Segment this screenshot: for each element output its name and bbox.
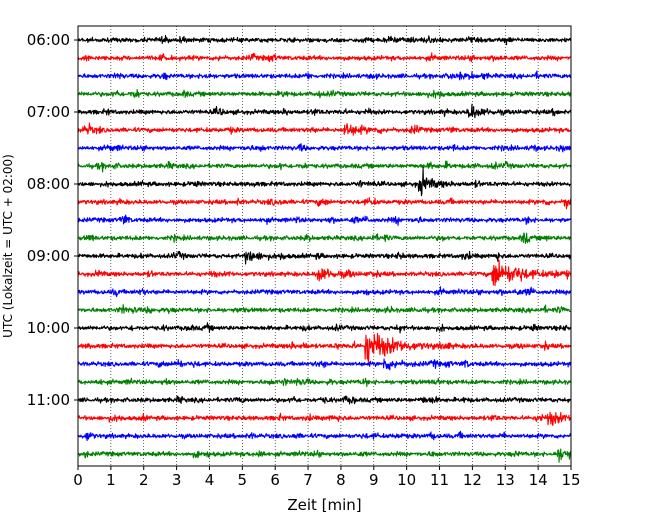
seismic-trace: [77, 122, 572, 136]
x-tick-label: 0: [73, 471, 83, 489]
x-tick-label: 1: [106, 471, 116, 489]
x-tick-label: 6: [270, 471, 280, 489]
seismic-trace: [77, 430, 572, 442]
x-tick-label: 5: [238, 471, 248, 489]
y-tick-label: 09:00: [27, 247, 70, 265]
seismic-trace: [77, 89, 572, 99]
y-tick-label: 08:00: [27, 175, 70, 193]
seismic-trace: [77, 448, 572, 463]
y-axis-ticks: 06:00 07:00 08:00 09:00 10:00 11:00: [27, 31, 78, 409]
seismic-trace: [77, 286, 572, 298]
seismic-trace: [77, 52, 572, 63]
seismic-trace: [77, 304, 572, 315]
seismic-trace: [77, 358, 572, 371]
x-tick-label: 3: [172, 471, 182, 489]
seismic-traces: [77, 34, 572, 463]
x-tick-label: 15: [561, 471, 580, 489]
seismic-trace: [77, 103, 572, 119]
x-tick-label: 4: [205, 471, 215, 489]
x-axis-ticks: 0 1 2 3 4 5 6 7 8 9 10 11 12 13 14 15: [73, 466, 581, 489]
seismic-trace: [77, 34, 572, 46]
seismic-trace: [77, 232, 572, 245]
seismic-trace: [77, 332, 572, 364]
x-tick-label: 9: [369, 471, 379, 489]
x-tick-label: 14: [529, 471, 548, 489]
seismic-trace: [77, 143, 572, 153]
seismic-trace: [77, 322, 572, 334]
y-tick-label: 11:00: [27, 391, 70, 409]
y-tick-label: 07:00: [27, 103, 70, 121]
seismic-trace: [77, 377, 572, 388]
seismic-trace: [77, 395, 572, 405]
x-tick-label: 10: [397, 471, 416, 489]
y-tick-label: 06:00: [27, 31, 70, 49]
x-tick-label: 8: [336, 471, 346, 489]
x-tick-label: 13: [496, 471, 515, 489]
plot-frame: [77, 25, 572, 467]
seismic-trace: [77, 411, 572, 426]
x-tick-label: 11: [430, 471, 449, 489]
seismic-trace: [77, 259, 572, 287]
seismic-trace: [77, 214, 572, 226]
y-axis-label: UTC (Lokalzeit = UTC + 02:00): [1, 154, 15, 338]
seismic-trace: [77, 167, 572, 197]
seismic-trace: [77, 250, 572, 265]
y-tick-label: 10:00: [27, 319, 70, 337]
seismic-trace: [77, 196, 572, 210]
x-tick-label: 7: [303, 471, 313, 489]
x-tick-label: 2: [139, 471, 149, 489]
grid-lines: [110, 26, 539, 466]
x-axis-label: Zeit [min]: [287, 496, 361, 514]
seismic-trace: [77, 70, 572, 81]
x-tick-label: 12: [463, 471, 482, 489]
seismic-trace: [77, 160, 572, 173]
